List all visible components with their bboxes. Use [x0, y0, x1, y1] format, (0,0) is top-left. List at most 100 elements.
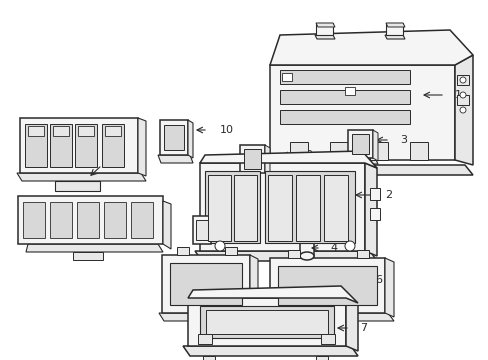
Polygon shape — [158, 155, 193, 163]
Bar — [278, 266, 376, 305]
Bar — [269, 258, 384, 313]
Text: 8: 8 — [110, 160, 117, 170]
Bar — [198, 334, 212, 344]
Bar — [207, 175, 230, 241]
Polygon shape — [195, 251, 376, 261]
Polygon shape — [200, 151, 376, 168]
Circle shape — [345, 241, 354, 251]
Text: 7: 7 — [359, 323, 366, 333]
Bar — [289, 142, 307, 160]
Bar — [73, 252, 103, 260]
Bar — [299, 234, 313, 256]
Bar — [196, 220, 207, 240]
Text: 9: 9 — [105, 227, 112, 237]
Polygon shape — [138, 118, 146, 176]
Bar — [347, 130, 372, 158]
Bar — [345, 87, 354, 95]
Bar — [282, 73, 291, 81]
Bar — [456, 95, 468, 105]
Polygon shape — [187, 286, 357, 303]
Polygon shape — [454, 55, 472, 165]
Bar — [20, 118, 138, 173]
Bar — [369, 142, 387, 160]
Bar — [18, 196, 163, 244]
Polygon shape — [384, 35, 404, 39]
Circle shape — [459, 77, 465, 83]
Bar — [456, 75, 468, 85]
Text: 10: 10 — [220, 125, 234, 135]
Bar — [55, 181, 100, 191]
Bar — [264, 171, 354, 243]
Bar — [102, 124, 124, 167]
Polygon shape — [346, 158, 377, 164]
Bar — [369, 188, 379, 200]
Text: 4: 4 — [329, 243, 336, 253]
Bar — [75, 124, 97, 167]
Polygon shape — [266, 313, 393, 321]
Bar — [240, 145, 264, 173]
Bar — [244, 149, 261, 169]
Text: 3: 3 — [399, 135, 406, 145]
Bar — [25, 124, 47, 167]
Bar — [267, 175, 291, 241]
Bar — [329, 142, 347, 160]
Polygon shape — [269, 30, 472, 65]
Bar — [187, 298, 346, 346]
Bar — [177, 247, 189, 255]
Polygon shape — [17, 173, 146, 181]
Polygon shape — [26, 244, 163, 252]
Bar — [351, 134, 368, 154]
Bar — [170, 263, 242, 305]
Circle shape — [215, 241, 224, 251]
Bar — [50, 202, 72, 238]
Circle shape — [459, 107, 465, 113]
Bar — [204, 171, 260, 243]
Bar — [324, 175, 347, 241]
Polygon shape — [372, 130, 377, 161]
Polygon shape — [315, 23, 334, 27]
Bar — [287, 250, 299, 258]
Bar — [53, 126, 69, 136]
Bar — [104, 202, 126, 238]
Bar — [23, 202, 45, 238]
Bar — [28, 126, 44, 136]
Bar — [131, 202, 153, 238]
Bar — [163, 125, 183, 150]
Bar — [356, 250, 368, 258]
Polygon shape — [163, 201, 171, 249]
Text: 4: 4 — [244, 220, 252, 230]
Bar — [315, 356, 327, 360]
Bar — [280, 110, 409, 124]
Bar — [200, 306, 333, 338]
Polygon shape — [384, 258, 393, 317]
Polygon shape — [346, 298, 357, 351]
Text: 2: 2 — [384, 190, 391, 200]
Bar — [77, 202, 99, 238]
Circle shape — [459, 92, 465, 98]
Polygon shape — [159, 313, 258, 321]
Bar — [385, 23, 402, 35]
Bar — [203, 356, 215, 360]
Bar — [234, 175, 257, 241]
Text: 1: 1 — [454, 90, 461, 100]
Bar — [78, 126, 94, 136]
Ellipse shape — [299, 252, 313, 260]
Polygon shape — [269, 65, 454, 160]
Polygon shape — [183, 346, 357, 356]
Polygon shape — [314, 35, 334, 39]
Bar — [205, 310, 327, 334]
Ellipse shape — [299, 230, 313, 238]
Polygon shape — [238, 173, 269, 179]
Text: 6: 6 — [374, 275, 381, 285]
Bar — [193, 216, 210, 244]
Bar — [280, 90, 409, 104]
Bar — [295, 175, 319, 241]
Bar — [369, 208, 379, 220]
Bar — [105, 126, 121, 136]
Bar — [50, 124, 72, 167]
Bar — [162, 255, 249, 313]
Polygon shape — [385, 23, 404, 27]
Polygon shape — [187, 120, 193, 158]
Bar — [200, 163, 364, 251]
Bar — [160, 120, 187, 155]
